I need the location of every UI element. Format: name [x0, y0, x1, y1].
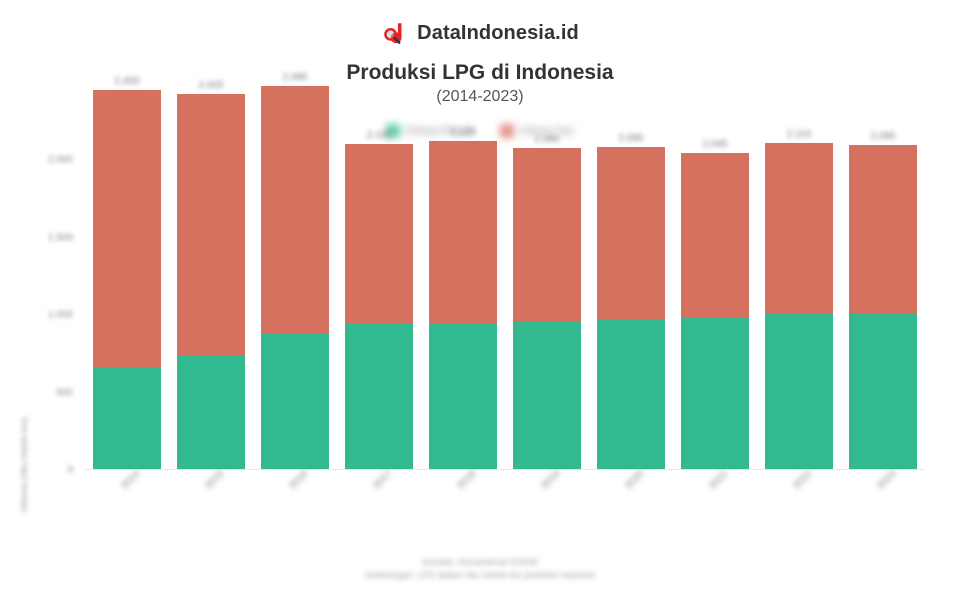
x-axis-tick-label: 2014	[119, 468, 143, 492]
y-axis-title: Volume (ribu metrik ton)	[19, 417, 29, 513]
bar-segment[interactable]	[345, 143, 413, 325]
brand-name: DataIndonesia.id	[417, 21, 579, 44]
y-axis-tick-label: 2.000	[47, 154, 73, 166]
x-axis-line	[85, 469, 925, 470]
bar-group[interactable]: 2.085	[597, 133, 665, 470]
bar-group[interactable]: 2.045	[681, 139, 749, 470]
bar-value-label: 2.425	[198, 80, 224, 92]
brand-header: DataIndonesia.id	[0, 20, 960, 46]
x-axis-tick-label: 2018	[455, 468, 479, 492]
bar-value-label: 2.450	[114, 76, 140, 88]
x-axis-tick-label: 2020	[623, 468, 647, 492]
legend-label: Kilang Gas	[520, 125, 575, 137]
legend-swatch-icon	[385, 124, 400, 138]
bar-group[interactable]: 2.450	[93, 76, 161, 470]
bar-segment[interactable]	[261, 85, 329, 334]
bar-segment[interactable]	[93, 367, 161, 470]
bar-segment[interactable]	[765, 313, 833, 470]
bar-segment[interactable]	[681, 317, 749, 470]
source-line-2: Keterangan: LPG dalam ribu metrik ton pr…	[365, 570, 595, 580]
legend-item[interactable]: Kilang Gas	[500, 124, 574, 138]
bar-group[interactable]: 2.480	[261, 72, 329, 470]
bar-segment[interactable]	[93, 90, 161, 368]
bar-segment[interactable]	[345, 324, 413, 470]
bar-value-label: 2.095	[870, 131, 896, 143]
bar-segment[interactable]	[177, 354, 245, 470]
source-note: Sumber: Kementerian ESDM Keterangan: LPG…	[0, 556, 960, 582]
bar-segment[interactable]	[765, 142, 833, 314]
x-axis-tick-label: 2022	[791, 468, 815, 492]
x-axis-tick-label: 2023	[875, 468, 899, 492]
legend-item[interactable]: Kilang Minyak	[385, 124, 475, 138]
x-axis-tick-label: 2016	[287, 468, 311, 492]
bar-segment[interactable]	[849, 313, 917, 470]
bar-value-label: 2.120	[450, 127, 476, 139]
bar-group[interactable]: 2.425	[177, 80, 245, 470]
y-axis-tick-label: 500	[56, 387, 73, 398]
bar-segment[interactable]	[513, 147, 581, 322]
bar-value-label: 2.110	[786, 128, 812, 140]
plot-area: 2.450 2.425 2.480 2.105 2.120 2.080 2.085 2.045…	[85, 72, 925, 470]
bar-segment[interactable]	[597, 318, 665, 470]
x-axis-tick-label: 2019	[539, 468, 563, 492]
source-line-1: Sumber: Kementerian ESDM	[421, 557, 539, 567]
y-axis: Volume (ribu metrik ton) 0 500 1.000 1.500 2…	[0, 155, 85, 513]
bar-segment[interactable]	[849, 145, 917, 314]
chart-subtitle: (2014-2023)	[436, 88, 524, 105]
bar-segment[interactable]	[177, 94, 245, 355]
bar-group[interactable]: 2.120	[429, 127, 497, 470]
bar-segment[interactable]	[261, 333, 329, 470]
bar-segment[interactable]	[681, 153, 749, 318]
y-axis-tick-label: 1.000	[47, 309, 73, 321]
x-axis-tick-label: 2015	[203, 468, 227, 492]
magnifier-d-logo-icon	[381, 20, 407, 46]
x-axis-tick-label: 2017	[371, 468, 395, 492]
bar-group[interactable]: 2.110	[765, 129, 833, 470]
page-title: Produksi LPG di Indonesia	[346, 61, 614, 84]
x-axis-tick-label: 2021	[707, 468, 731, 492]
bar-value-label: 2.080	[534, 133, 560, 145]
bar-segment[interactable]	[513, 321, 581, 470]
bar-group[interactable]: 2.080	[513, 134, 581, 470]
bar-segment[interactable]	[597, 146, 665, 319]
y-axis-tick-label: 1.500	[47, 232, 73, 243]
x-axis: 2014 2015 2016 2017 2018 2019 2020 2021 2022 2023	[85, 468, 925, 520]
legend-label: Kilang Minyak	[405, 125, 475, 137]
bar-group[interactable]: 2.105	[345, 130, 413, 470]
bar-value-label: 2.085	[618, 132, 644, 144]
legend-swatch-icon	[500, 124, 515, 138]
bar-segment[interactable]	[429, 141, 497, 324]
y-axis-tick-label: 0	[67, 464, 73, 476]
bar-value-label: 2.480	[282, 71, 308, 83]
bar-segment[interactable]	[429, 323, 497, 470]
bar-group[interactable]: 2.095	[849, 131, 917, 470]
bar-value-label: 2.045	[702, 139, 728, 151]
chart-legend: Kilang Minyak Kilang Gas	[0, 124, 960, 138]
bar-value-label: 2.105	[366, 129, 392, 141]
bar-series-container: 2.450 2.425 2.480 2.105 2.120 2.080 2.085 2.045…	[85, 72, 925, 470]
